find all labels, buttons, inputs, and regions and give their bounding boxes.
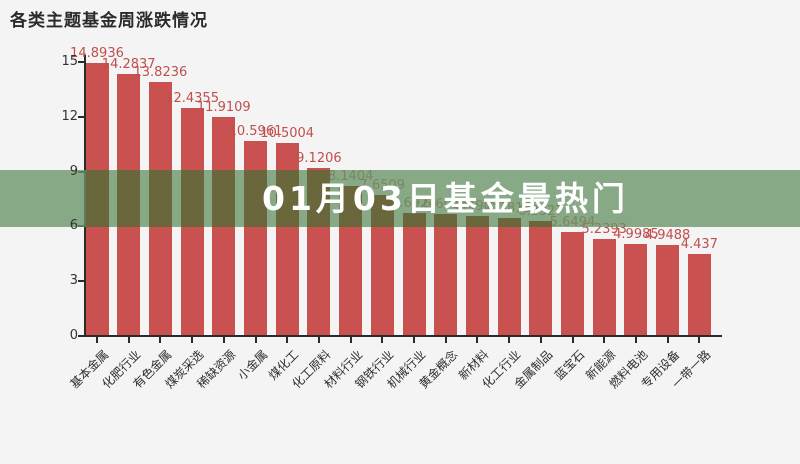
- y-tick-label: 3: [69, 273, 78, 289]
- x-tick-mark: [349, 337, 352, 343]
- bar: [592, 239, 616, 335]
- x-tick-mark: [413, 337, 415, 343]
- x-tick-mark: [539, 337, 542, 343]
- bar: [624, 243, 648, 335]
- bar: [370, 195, 394, 335]
- y-tick-mark: [78, 115, 84, 118]
- bar: [529, 221, 553, 335]
- bar-value-label: 14.2837: [101, 57, 156, 73]
- overlay-banner-bar-tint: [180, 170, 204, 227]
- bar: [687, 253, 711, 335]
- overlay-banner: [0, 170, 800, 227]
- bar-value-label: 9.1206: [296, 151, 342, 167]
- x-tick-mark: [127, 337, 130, 343]
- x-axis-line: [84, 335, 722, 337]
- bar: [465, 216, 489, 335]
- overlay-banner-bar-tint: [434, 214, 458, 227]
- x-tick-mark: [476, 337, 479, 343]
- overlay-banner-bar-tint: [307, 170, 331, 227]
- overlay-banner-bar-tint: [339, 186, 363, 227]
- chart-title: 各类主题基金周涨跌情况: [10, 11, 208, 31]
- x-tick-mark: [444, 337, 447, 343]
- bar: [561, 231, 584, 335]
- x-tick-mark: [634, 337, 637, 343]
- bar-value-label: 11.9109: [196, 100, 251, 116]
- y-tick-label: 0: [69, 328, 78, 343]
- x-tick-mark: [508, 337, 511, 343]
- overlay-banner-bar-tint: [465, 216, 489, 227]
- bar-value-label: 10.5004: [260, 126, 315, 142]
- bar: [402, 212, 426, 335]
- overlay-banner-bar-tint: [244, 170, 267, 227]
- y-tick-label: 9: [69, 163, 78, 179]
- bar-value-label: 10.5961: [228, 124, 283, 140]
- overlay-banner-bar-tint: [402, 212, 426, 227]
- bar-value-label: 4.9488: [644, 227, 691, 243]
- x-tick-mark: [222, 337, 225, 343]
- x-tick-mark: [191, 337, 194, 343]
- overlay-banner-bar-tint: [212, 170, 236, 227]
- y-tick-mark: [78, 280, 84, 283]
- screenshot-stage: 各类主题基金周涨跌情况 0 3 6 9 12 15 14.8936 基本金属 14.2837 化肥…: [0, 11, 800, 391]
- overlay-banner-bar-tint: [275, 170, 299, 227]
- x-tick-mark: [603, 337, 606, 343]
- overlay-banner-title: 01月03日基金最热门: [262, 179, 629, 218]
- bar: [497, 218, 521, 335]
- x-tick-mark: [96, 337, 98, 343]
- bar-value-label: 14.8936: [70, 45, 124, 61]
- x-tick-mark: [254, 337, 257, 343]
- bar-value-label: 4.437: [680, 236, 718, 252]
- x-tick-mark: [666, 337, 669, 343]
- x-tick-mark: [381, 337, 384, 343]
- y-tick-label: 6: [69, 218, 78, 234]
- overlay-banner-bar-tint: [117, 170, 141, 227]
- y-tick-label: 12: [61, 108, 78, 124]
- overlay-banner-bar-tint: [85, 170, 109, 227]
- bar-value-label: 13.8236: [133, 65, 188, 81]
- overlay-banner-bar-tint: [497, 218, 521, 227]
- bar-value-label: 12.4355: [165, 90, 219, 106]
- x-tick-mark: [571, 337, 574, 343]
- y-tick-mark: [78, 335, 84, 337]
- x-tick-mark: [286, 337, 289, 343]
- x-tick-mark: [698, 337, 701, 343]
- x-tick-mark: [159, 337, 162, 343]
- y-tick-mark: [78, 60, 84, 63]
- x-tick-mark: [317, 337, 320, 343]
- overlay-banner-bar-tint: [529, 221, 553, 227]
- bar: [656, 244, 680, 335]
- overlay-banner-bar-tint: [370, 195, 394, 227]
- bar: [434, 214, 458, 335]
- y-tick-label: 15: [61, 53, 78, 69]
- bar-value-label: 4.9985: [613, 226, 659, 242]
- overlay-banner-bar-tint: [148, 170, 172, 227]
